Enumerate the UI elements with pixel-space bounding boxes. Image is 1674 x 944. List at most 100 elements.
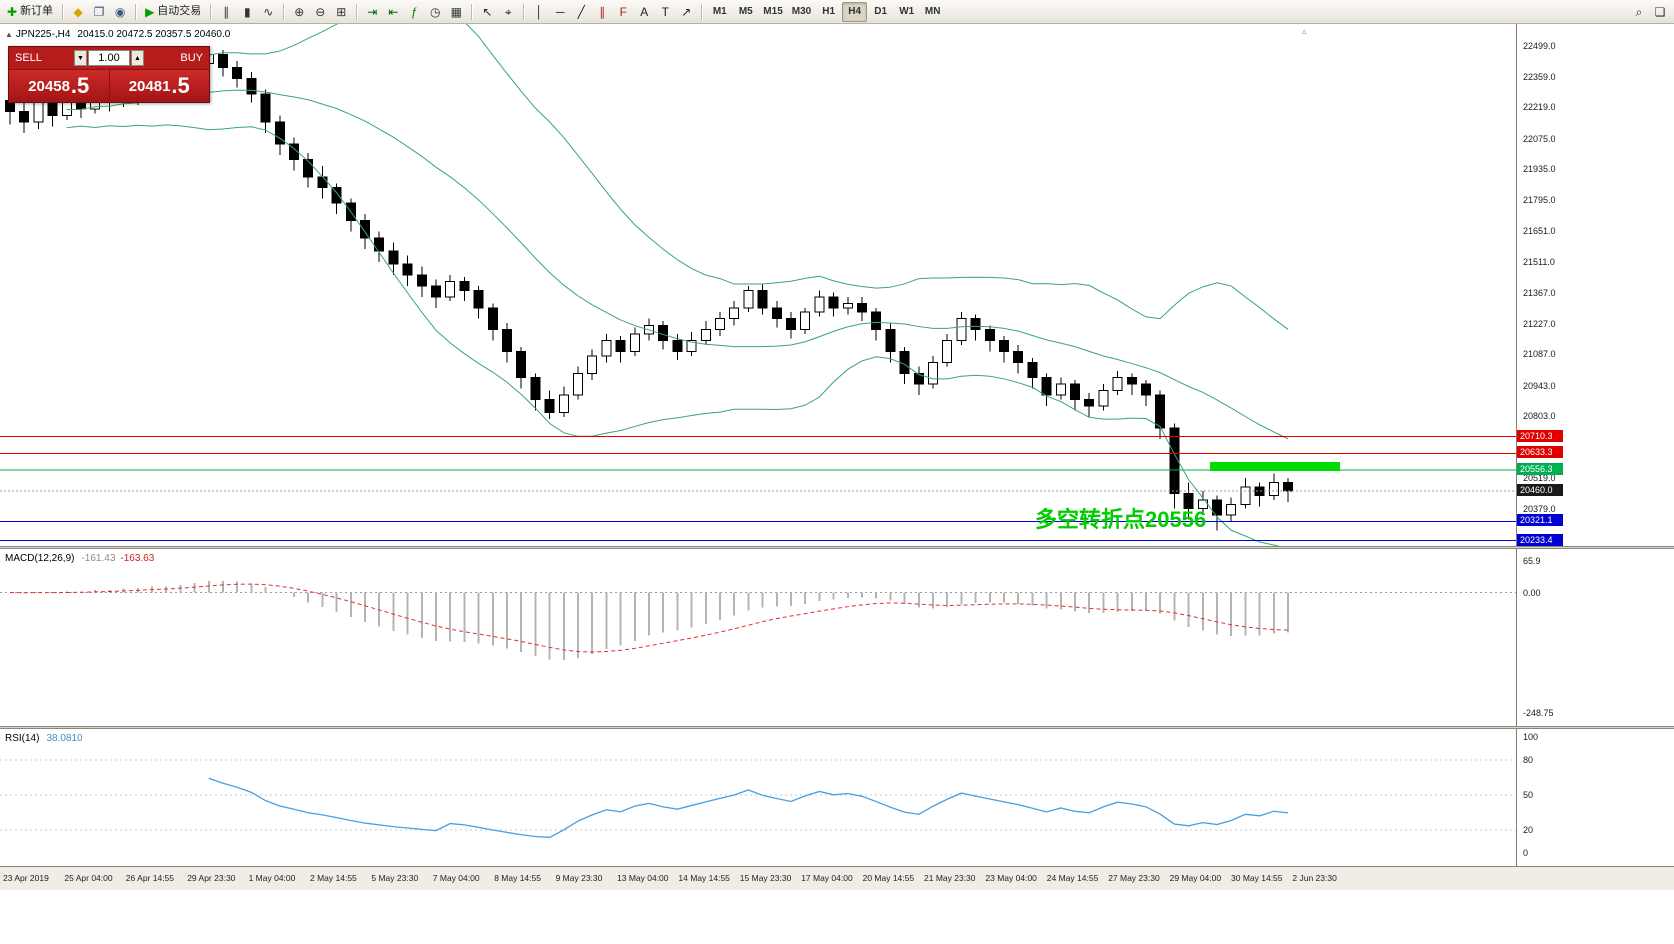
rsi-value: 38.0810 bbox=[46, 733, 83, 744]
timeframe-w1-button[interactable]: W1 bbox=[894, 2, 919, 22]
macd-scale-label: 0.00 bbox=[1523, 587, 1541, 598]
time-axis-label: 23 Apr 2019 bbox=[3, 873, 49, 883]
zoom-out-button[interactable]: ⊖ bbox=[310, 2, 330, 22]
timeframe-h4-button[interactable]: H4 bbox=[842, 1, 868, 22]
macd-chart-canvas[interactable] bbox=[0, 549, 1516, 726]
symbol-info: ▲ JPN225-,H4 20415.0 20472.5 20357.5 20460… bbox=[5, 29, 230, 40]
sell-button[interactable]: 20458.5 bbox=[9, 70, 109, 102]
horizontal-line-button[interactable]: ─ bbox=[550, 2, 570, 22]
time-axis-label: 30 May 14:55 bbox=[1231, 873, 1283, 883]
time-axis-label: 2 May 14:55 bbox=[310, 873, 357, 883]
periods-button[interactable]: ◷ bbox=[425, 2, 445, 22]
time-axis-label: 8 May 14:55 bbox=[494, 873, 541, 883]
chart-profile-button[interactable]: ◆ bbox=[68, 2, 88, 22]
time-axis-label: 29 Apr 23:30 bbox=[187, 873, 236, 883]
window-list-icon: ❏ bbox=[1654, 4, 1666, 19]
bar-chart-button[interactable]: ∥ bbox=[216, 2, 236, 22]
volume-control: ▼ ▲ bbox=[69, 50, 149, 66]
alerts-button[interactable]: ◉ bbox=[110, 2, 130, 22]
horizontal-line-icon: ─ bbox=[556, 4, 565, 19]
macd-scale[interactable]: 65.9 0.00 -248.75 bbox=[1516, 549, 1674, 726]
price-scale[interactable]: 22499.0 22359.0 22219.0 22075.0 21935.0 21795… bbox=[1516, 24, 1674, 546]
rsi-chart-canvas[interactable] bbox=[0, 729, 1516, 866]
timeframe-m30-button[interactable]: M30 bbox=[788, 2, 815, 22]
tile-windows-icon: ⊞ bbox=[336, 4, 347, 19]
fibonacci-button[interactable]: F bbox=[613, 2, 633, 22]
new-order-button[interactable]: ✚ 新订单 bbox=[3, 2, 57, 22]
cursor-button[interactable]: ↖ bbox=[477, 2, 497, 22]
time-axis-label: 9 May 23:30 bbox=[555, 873, 603, 883]
chart-shift-marker[interactable]: ▵ bbox=[1302, 26, 1307, 36]
timeframe-h1-button[interactable]: H1 bbox=[816, 2, 841, 22]
rsi-scale[interactable]: 100 80 50 20 0 bbox=[1516, 729, 1674, 866]
text-icon: A bbox=[640, 4, 649, 19]
price-scale-label: 20803.0 bbox=[1523, 411, 1556, 422]
timeframe-mn-button[interactable]: MN bbox=[920, 2, 945, 22]
macd-main-value: -161.43 bbox=[81, 553, 116, 564]
chart-text-annotation[interactable]: 多空转折点20556 bbox=[1035, 507, 1207, 532]
main-chart-pane: ▲ JPN225-,H4 20415.0 20472.5 20357.5 20460… bbox=[0, 24, 1674, 546]
time-axis-label: 17 May 04:00 bbox=[801, 873, 853, 883]
zoom-in-icon: ⊕ bbox=[294, 4, 305, 19]
autotrading-icon: ▶ bbox=[145, 4, 155, 19]
macd-label: MACD(12,26,9) -161.43 -163.63 bbox=[5, 553, 154, 564]
search-button[interactable]: ⌕ bbox=[1629, 2, 1649, 22]
new-chart-button[interactable]: ❐ bbox=[89, 2, 109, 22]
arrows-button[interactable]: ↗ bbox=[676, 2, 696, 22]
toolbar-separator bbox=[62, 3, 65, 20]
text-label-button[interactable]: T bbox=[655, 2, 675, 22]
macd-name: MACD(12,26,9) bbox=[5, 553, 75, 564]
trendline-button[interactable]: ╱ bbox=[571, 2, 591, 22]
time-axis-label: 15 May 23:30 bbox=[739, 873, 792, 883]
zoom-in-button[interactable]: ⊕ bbox=[289, 2, 309, 22]
toolbar-separator bbox=[135, 3, 138, 20]
tile-windows-button[interactable]: ⊞ bbox=[331, 2, 351, 22]
buy-label: BUY bbox=[180, 52, 203, 64]
crosshair-button[interactable]: ⌖ bbox=[498, 2, 518, 22]
main-chart-canvas[interactable] bbox=[0, 24, 1516, 546]
volume-up-button[interactable]: ▲ bbox=[131, 50, 144, 66]
auto-scroll-button[interactable]: ⇥ bbox=[362, 2, 382, 22]
price-tag: 20321.1 bbox=[1517, 514, 1563, 527]
indicators-button[interactable]: ƒ bbox=[404, 2, 424, 22]
candlestick-chart-icon: ▮ bbox=[243, 4, 251, 19]
equidistant-channel-button[interactable]: ∥ bbox=[592, 2, 612, 22]
price-tag: 20556.3 bbox=[1517, 463, 1563, 476]
templates-button[interactable]: ▦ bbox=[446, 2, 466, 22]
autotrading-button-label: 自动交易 bbox=[157, 5, 202, 17]
pane-separator-macd[interactable] bbox=[0, 546, 1674, 549]
volume-input[interactable] bbox=[88, 50, 130, 66]
price-scale-label: 22499.0 bbox=[1523, 41, 1556, 52]
volume-down-button[interactable]: ▼ bbox=[74, 50, 87, 66]
timeframe-m1-button[interactable]: M1 bbox=[707, 2, 732, 22]
price-scale-label: 21795.0 bbox=[1523, 194, 1556, 205]
price-tag: 20460.0 bbox=[1517, 484, 1563, 497]
line-chart-button[interactable]: ∿ bbox=[258, 2, 278, 22]
time-scale[interactable]: 23 Apr 2019 25 Apr 04:00 26 Apr 14:55 29 Ap… bbox=[0, 866, 1674, 890]
chart-shift-button[interactable]: ⇤ bbox=[383, 2, 403, 22]
buy-price: 20481 bbox=[128, 77, 171, 95]
sell-price-fraction: .5 bbox=[70, 73, 90, 98]
price-scale-label: 21935.0 bbox=[1523, 164, 1556, 175]
candlestick-chart-button[interactable]: ▮ bbox=[237, 2, 257, 22]
periods-icon: ◷ bbox=[430, 4, 441, 19]
window-list-button[interactable]: ❏ bbox=[1650, 2, 1670, 22]
rsi-name: RSI(14) bbox=[5, 733, 40, 744]
buy-button[interactable]: 20481.5 bbox=[108, 70, 209, 102]
toolbar-separator bbox=[523, 3, 526, 20]
price-scale-label: 21651.0 bbox=[1523, 226, 1556, 237]
timeframe-m5-button[interactable]: M5 bbox=[733, 2, 758, 22]
vertical-line-button[interactable]: │ bbox=[529, 2, 549, 22]
ohlc-readout: 20415.0 20472.5 20357.5 20460.0 bbox=[77, 29, 231, 40]
timeframe-m15-button[interactable]: M15 bbox=[759, 2, 786, 22]
text-button[interactable]: A bbox=[634, 2, 654, 22]
rsi-scale-label: 20 bbox=[1523, 824, 1534, 835]
time-axis-label: 24 May 14:55 bbox=[1046, 873, 1099, 883]
rsi-scale-label: 80 bbox=[1523, 755, 1534, 766]
price-scale-label: 22219.0 bbox=[1523, 102, 1556, 113]
pane-separator-rsi[interactable] bbox=[0, 726, 1674, 729]
toolbar-separator bbox=[356, 3, 359, 20]
timeframe-d1-button[interactable]: D1 bbox=[868, 2, 893, 22]
fibonacci-icon: F bbox=[619, 4, 627, 19]
autotrading-button[interactable]: ▶ 自动交易 bbox=[141, 2, 205, 22]
